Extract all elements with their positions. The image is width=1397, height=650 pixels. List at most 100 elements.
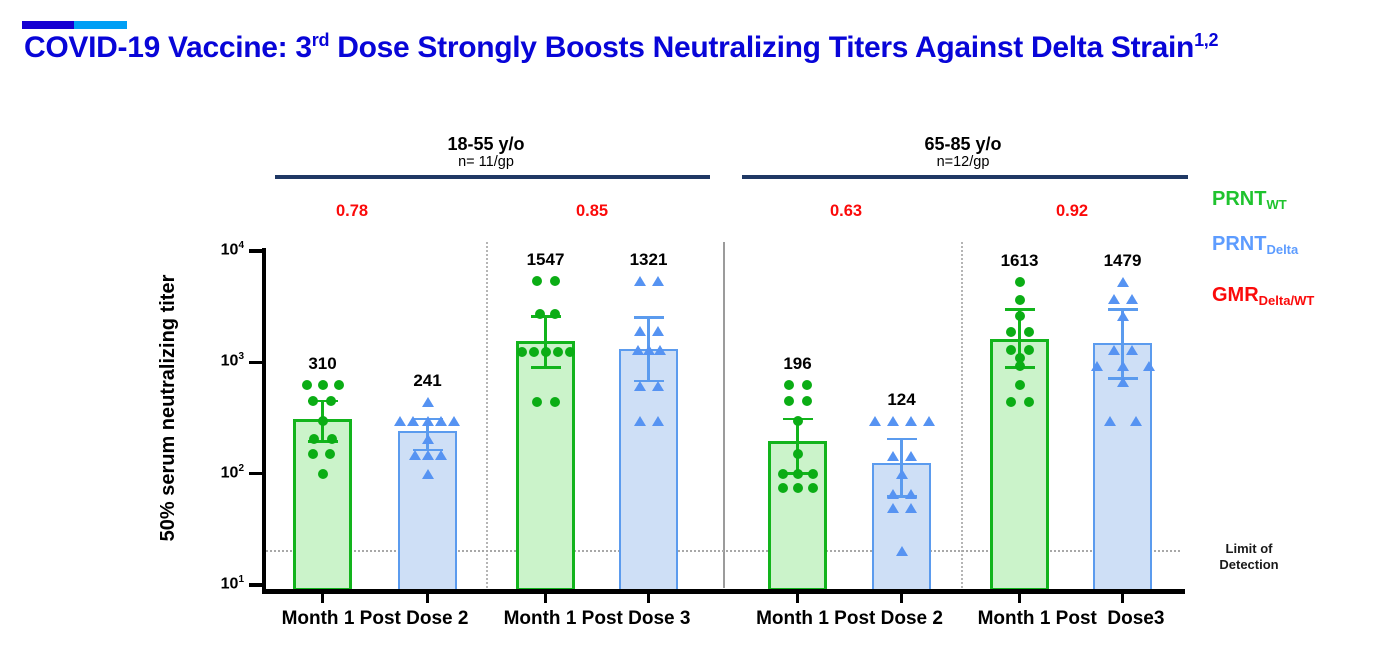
error-bar-cap-top [1107,307,1138,311]
data-point-triangle [1142,360,1155,371]
x-axis-tick [1017,593,1022,603]
data-point-circle [777,468,788,479]
data-point-triangle [1125,344,1138,355]
y-tick-label: 102 [220,462,244,482]
data-point-circle [307,449,318,460]
data-point-triangle [653,344,666,355]
x-axis-group-label: Month 1 Post Dose3 [977,608,1165,629]
error-bar-cap-bottom [530,366,561,369]
data-point-circle [783,379,794,390]
age-group-header-65-85: 65-85 y/o n=12/gp [813,134,1113,171]
data-point-circle [1014,295,1025,306]
data-point-triangle [886,503,899,514]
accent-bar-light [74,21,127,29]
data-point-triangle [1107,344,1120,355]
title-superscript-rd: rd [311,30,330,50]
legend-label: PRNT [1212,188,1267,210]
data-point-circle [333,379,344,390]
y-axis-tick [249,360,262,365]
age-group-n-label: n=12/gp [936,154,990,170]
data-point-triangle [633,326,646,337]
title-superscript-refs: 1,2 [1194,30,1219,50]
data-point-circle [325,395,336,406]
error-bar-cap-top [633,315,664,319]
data-point-triangle [886,415,899,426]
gmr-value-label: 0.78 [335,202,369,220]
data-point-triangle [651,415,664,426]
error-bar-line [1121,309,1124,379]
bar-value-label: 196 [783,353,812,373]
data-point-circle [1005,344,1016,355]
error-bar-line [900,439,903,497]
y-tick-exponent: 3 [238,351,244,363]
subgroup-separator-line [961,242,963,588]
bar-value-label: 310 [308,353,337,373]
bar-prnt_delta [619,348,678,591]
y-tick-label: 101 [220,574,244,593]
legend-label: PRNT [1212,233,1267,255]
lod-label-line2: Detection [1219,557,1279,572]
data-point-circle [1005,327,1016,338]
data-point-triangle [904,415,917,426]
legend-item-prnt-delta: PRNTDelta [1212,233,1298,257]
data-point-triangle [1103,416,1116,427]
bar-value-label: 124 [887,389,916,409]
data-point-triangle [1116,360,1129,371]
legend-item-prnt-wt: PRNTWT [1212,188,1287,212]
data-point-triangle [633,275,646,286]
data-point-circle [531,275,542,286]
data-point-circle [564,346,575,357]
gmr-value-label: 0.63 [829,202,863,220]
data-point-circle [783,395,794,406]
data-point-triangle [434,415,447,426]
data-point-circle [528,346,539,357]
data-point-circle [792,468,803,479]
bar-prnt_wt [293,419,352,591]
y-axis-tick [249,471,262,476]
age-group-underline [275,175,710,179]
data-point-circle [324,449,335,460]
x-axis-tick [1120,593,1125,603]
data-point-triangle [886,450,899,461]
data-point-circle [317,468,328,479]
data-point-circle [540,346,551,357]
legend-subscript: Delta [1266,242,1299,257]
data-point-circle [807,468,818,479]
y-tick-exponent: 2 [238,462,244,474]
data-point-circle [1023,344,1034,355]
data-point-circle [801,379,812,390]
x-axis-line [262,589,1185,594]
data-point-circle [1014,352,1025,363]
data-point-circle [807,483,818,494]
legend-item-gmr: GMRDelta/WT [1212,284,1314,308]
data-point-circle [1014,276,1025,287]
accent-bar-dark [22,21,74,29]
data-point-triangle [1107,294,1120,305]
x-axis-tick [543,593,548,603]
x-axis-group-label: Month 1 Post Dose 3 [503,608,691,629]
data-point-circle [549,397,560,408]
x-axis-tick [425,593,430,603]
page-title: COVID-19 Vaccine: 3rd Dose Strongly Boos… [24,30,1364,65]
error-bar-cap-top [530,314,561,318]
data-point-triangle [633,415,646,426]
data-point-triangle [651,275,664,286]
data-point-triangle [904,450,917,461]
data-point-triangle [904,488,917,499]
age-group-label: 65-85 y/o [924,134,1002,154]
data-point-triangle [447,415,460,426]
data-point-circle [317,379,328,390]
legend-label: GMR [1212,284,1259,306]
x-axis-tick [899,593,904,603]
gmr-value-label: 0.85 [575,202,609,220]
y-axis-line [262,248,266,594]
data-point-triangle [1125,294,1138,305]
data-point-circle [317,416,328,427]
age-group-separator-line [723,242,725,588]
x-axis-group-label: Month 1 Post Dose 2 [756,608,943,629]
data-point-triangle [651,380,664,391]
data-point-circle [1014,311,1025,322]
bar-value-label: 1479 [1103,250,1142,270]
data-point-triangle [1116,377,1129,388]
limit-of-detection-line [266,550,1180,553]
